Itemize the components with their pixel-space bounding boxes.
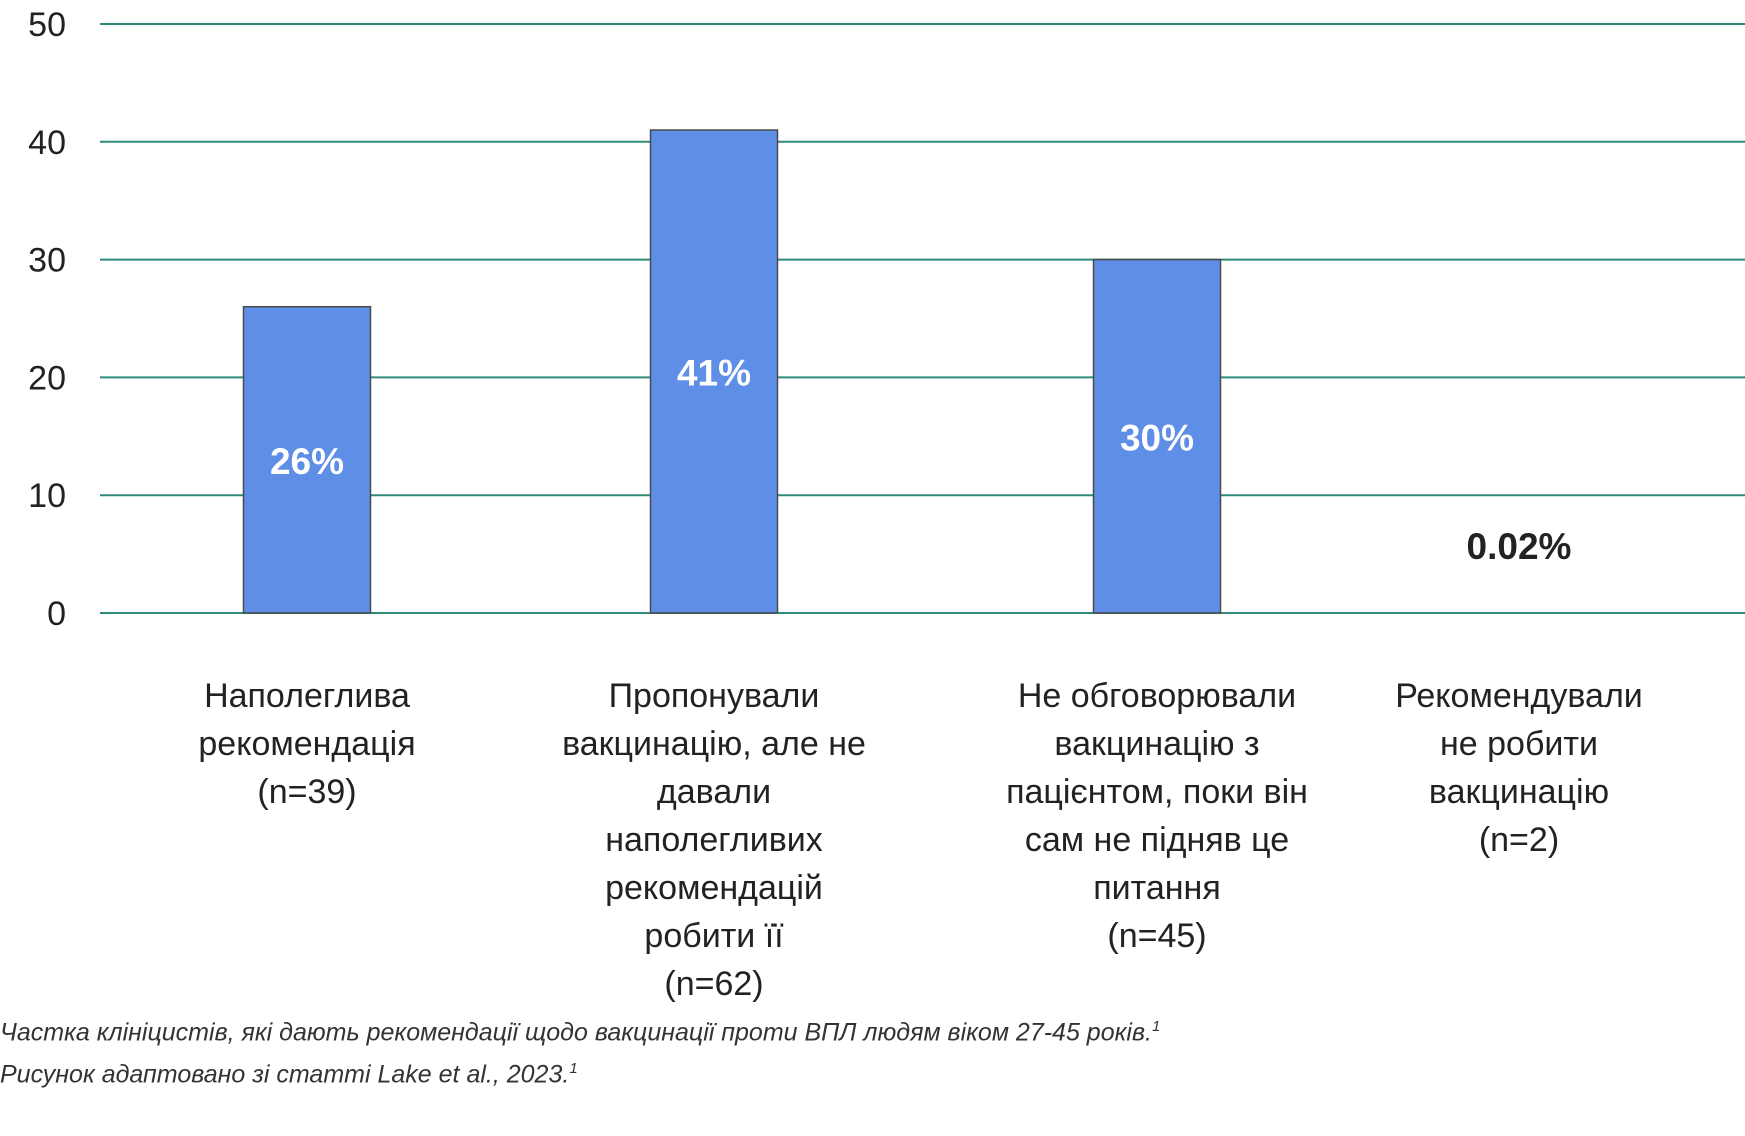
y-tick-label-20: 20	[28, 359, 66, 397]
bar-value-labels: 26% 41% 30% 0.02%	[270, 353, 1571, 567]
bar-1	[242, 305, 372, 614]
bar-value-label-3: 30%	[1120, 417, 1194, 458]
bar-value-label-1: 26%	[270, 441, 344, 482]
figure-caption-line-1: Частка клініцистів, які дають рекомендац…	[0, 1018, 1161, 1047]
y-tick-label-50: 50	[28, 6, 66, 44]
bar-3	[1092, 258, 1222, 614]
bar-value-label-4: 0.02%	[1467, 526, 1572, 567]
bar-value-label-2: 41%	[677, 353, 751, 394]
y-tick-label-10: 10	[28, 477, 66, 515]
gridlines	[100, 23, 1745, 614]
bar-chart: 0 10 20 30 40 50 26% 41% 30% 0.02%	[28, 6, 1745, 633]
y-tick-label-0: 0	[47, 595, 66, 633]
category-label-2: Пропонували вакцинацію, але не давали на…	[562, 677, 866, 1003]
bar-2	[649, 129, 779, 614]
figure-caption-line-2: Рисунок адаптовано зі статті Lake et al.…	[0, 1060, 578, 1089]
category-label-3: Не обговорювали вакцинацію з пацієнтом, …	[1006, 677, 1308, 955]
category-label-1: Наполеглива рекомендація (n=39)	[198, 677, 416, 811]
category-label-4: Рекомендували не робити вакцинацію (n=2)	[1395, 677, 1643, 859]
bars	[242, 129, 1222, 614]
y-tick-label-40: 40	[28, 124, 66, 162]
y-axis-ticks: 0 10 20 30 40 50	[28, 6, 66, 633]
y-tick-label-30: 30	[28, 242, 66, 280]
